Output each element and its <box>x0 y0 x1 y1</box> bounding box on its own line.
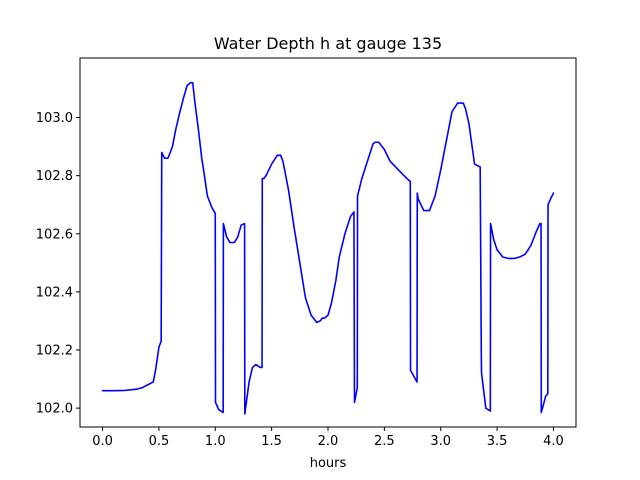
x-tick-label: 2.5 <box>374 434 395 449</box>
x-tick-label: 3.0 <box>430 434 451 449</box>
series-line-0 <box>101 81 555 415</box>
x-tick-label: 0.5 <box>149 434 170 449</box>
y-tick-label: 102.6 <box>36 227 73 242</box>
x-tick-label: 1.5 <box>261 434 282 449</box>
y-tick-label: 102.2 <box>36 344 73 359</box>
x-tick-label: 1.0 <box>205 434 226 449</box>
x-axis-label: hours <box>310 456 347 471</box>
y-tick-label: 103.0 <box>36 111 73 126</box>
x-tick-label: 0.0 <box>92 434 113 449</box>
x-tick-label: 2.0 <box>318 434 339 449</box>
chart-title: Water Depth h at gauge 135 <box>214 34 442 53</box>
plot-area: 0.0 0.5 1.0 1.5 2.0 2.5 3.0 3.5 4.0 102.0 102.2 102… <box>36 57 577 449</box>
y-tick-label: 102.4 <box>36 285 73 300</box>
x-tick-label: 4.0 <box>543 434 564 449</box>
y-tick-label: 102.8 <box>36 169 73 184</box>
x-tick-label: 3.5 <box>487 434 508 449</box>
y-tick-label: 102.0 <box>36 402 73 417</box>
